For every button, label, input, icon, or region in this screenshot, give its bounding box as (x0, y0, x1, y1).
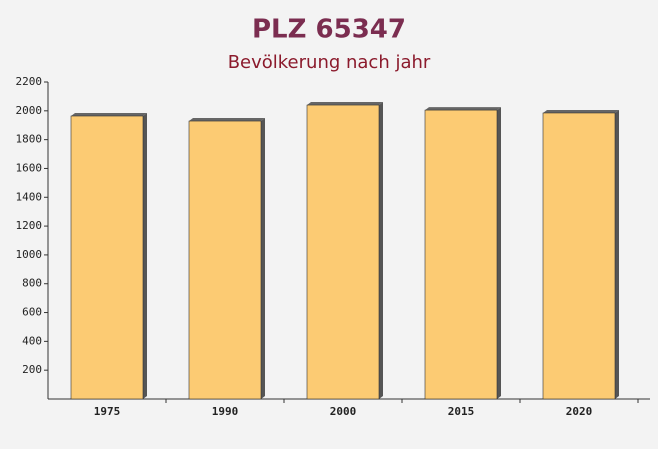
x-tick-label: 2000 (330, 405, 357, 418)
bar-shadow (543, 109, 619, 113)
y-tick-label: 1200 (16, 219, 43, 232)
bar (70, 115, 144, 400)
x-tick-label: 2020 (566, 405, 593, 418)
y-tick-label: 1600 (16, 161, 43, 174)
y-tick-label: 2000 (16, 104, 43, 117)
bar (306, 104, 380, 400)
y-tick-label: 1800 (16, 133, 43, 146)
y-tick-label: 600 (22, 306, 42, 319)
y-tick-label: 200 (22, 363, 42, 376)
bar (188, 120, 262, 400)
y-tick-label: 2200 (16, 75, 43, 88)
bar (424, 109, 498, 400)
y-tick-label: 800 (22, 277, 42, 290)
chart-title: PLZ 65347 (252, 15, 406, 45)
bar-shadow (307, 102, 383, 106)
x-tick-label: 2015 (448, 405, 475, 418)
bar (542, 112, 616, 400)
x-tick-label: 1975 (94, 405, 121, 418)
bar-shadow (261, 118, 265, 399)
bar-shadow (615, 109, 619, 399)
y-tick-label: 400 (22, 334, 42, 347)
bar-shadow (71, 113, 147, 117)
x-tick-label: 1990 (212, 405, 239, 418)
bar-shadow (189, 118, 265, 122)
chart-subtitle: Bevölkerung nach jahr (228, 52, 431, 73)
y-tick-label: 1400 (16, 190, 43, 203)
bar-shadow (379, 102, 383, 400)
bar-shadow (497, 107, 501, 400)
bar-shadow (143, 113, 147, 399)
bar-shadow (425, 107, 501, 111)
y-tick-label: 1000 (16, 248, 43, 261)
